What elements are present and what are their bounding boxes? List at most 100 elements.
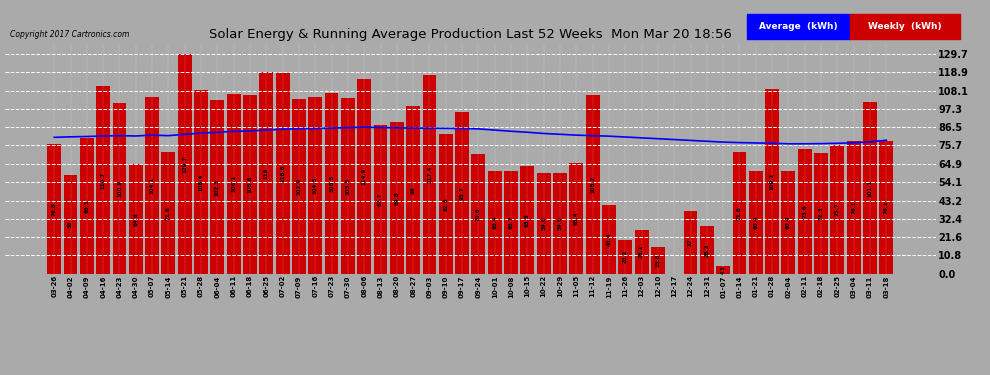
Text: 103.5: 103.5 <box>346 177 350 195</box>
Text: Average  (kWh): Average (kWh) <box>759 22 838 31</box>
Text: 78.1: 78.1 <box>884 201 889 214</box>
Text: 104.1: 104.1 <box>149 177 154 194</box>
Text: 105.6: 105.6 <box>248 176 252 193</box>
Text: 80.3: 80.3 <box>84 199 89 213</box>
Bar <box>113 103 127 274</box>
Text: 64.8: 64.8 <box>134 212 139 226</box>
Text: 71.3: 71.3 <box>819 207 824 220</box>
Text: 129.7: 129.7 <box>182 155 187 172</box>
Bar <box>244 95 257 274</box>
Bar <box>129 164 143 274</box>
Bar <box>781 171 795 274</box>
Text: 65.4: 65.4 <box>574 211 579 225</box>
Text: 58: 58 <box>68 221 73 228</box>
Text: 110.7: 110.7 <box>101 171 106 189</box>
Bar <box>586 96 600 274</box>
Text: Weekly  (kWh): Weekly (kWh) <box>868 22 941 31</box>
Bar <box>178 54 192 274</box>
Text: 59.6: 59.6 <box>557 216 562 230</box>
Bar <box>846 141 860 274</box>
Bar <box>521 166 535 274</box>
Text: 109.2: 109.2 <box>769 172 774 190</box>
Text: 82.6: 82.6 <box>444 197 448 211</box>
Text: 26.1: 26.1 <box>640 245 644 258</box>
Bar <box>194 90 208 274</box>
Bar <box>553 173 567 274</box>
Bar <box>765 89 779 274</box>
Bar <box>814 153 828 274</box>
Text: 59.6: 59.6 <box>542 216 546 230</box>
Text: 71.6: 71.6 <box>737 206 742 220</box>
Bar <box>651 247 665 274</box>
Bar <box>373 125 387 274</box>
Text: 63.5: 63.5 <box>525 213 530 227</box>
Bar <box>292 99 306 274</box>
Text: 89.8: 89.8 <box>394 191 399 204</box>
Text: 60.4: 60.4 <box>492 216 497 229</box>
Bar <box>716 267 730 274</box>
Bar <box>733 152 746 274</box>
Text: 78.1: 78.1 <box>851 201 856 214</box>
Text: 4.3: 4.3 <box>721 266 726 274</box>
Bar <box>161 152 175 274</box>
Bar <box>96 86 110 274</box>
Text: 106.1: 106.1 <box>231 175 237 192</box>
Text: 105.2: 105.2 <box>590 176 595 193</box>
Text: 119: 119 <box>263 167 269 178</box>
Bar <box>488 171 502 274</box>
Bar <box>146 98 159 274</box>
Text: 95.7: 95.7 <box>459 186 464 200</box>
Bar <box>569 163 583 274</box>
Text: 20.2: 20.2 <box>623 250 628 263</box>
Bar <box>259 72 273 274</box>
Text: 99: 99 <box>411 186 416 194</box>
Bar <box>63 176 77 274</box>
Bar <box>357 79 371 274</box>
Bar <box>471 154 485 274</box>
Text: 75.7: 75.7 <box>835 203 840 216</box>
Text: 28.3: 28.3 <box>704 243 710 256</box>
Text: 108.4: 108.4 <box>199 173 204 190</box>
Text: 60.4: 60.4 <box>753 216 758 229</box>
Text: 87.7: 87.7 <box>378 193 383 206</box>
Text: 117.4: 117.4 <box>427 166 432 183</box>
Text: 40.4: 40.4 <box>607 233 612 246</box>
Bar <box>325 93 339 274</box>
Text: 37: 37 <box>688 238 693 246</box>
Bar <box>619 240 633 274</box>
Text: Copyright 2017 Cartronics.com: Copyright 2017 Cartronics.com <box>10 30 130 39</box>
Bar <box>211 100 225 274</box>
Bar <box>747 14 849 39</box>
Title: Solar Energy & Running Average Production Last 52 Weeks  Mon Mar 20 18:56: Solar Energy & Running Average Productio… <box>209 28 732 41</box>
Bar <box>439 134 452 274</box>
Text: 60.4: 60.4 <box>786 216 791 229</box>
Bar <box>602 205 616 274</box>
Text: 73.6: 73.6 <box>802 204 807 218</box>
Text: 118.6: 118.6 <box>280 165 285 182</box>
Bar <box>635 230 648 274</box>
Bar <box>504 171 518 274</box>
Text: 102.3: 102.3 <box>215 178 220 196</box>
Text: 114.9: 114.9 <box>361 168 366 185</box>
Text: 101.1: 101.1 <box>867 180 872 196</box>
Bar <box>879 141 893 274</box>
Bar <box>537 173 550 274</box>
Bar <box>48 144 61 274</box>
Bar <box>683 211 697 274</box>
Bar <box>748 171 762 274</box>
Bar <box>227 94 241 274</box>
Bar <box>863 102 877 274</box>
Bar <box>831 146 844 274</box>
Text: 100.9: 100.9 <box>117 180 122 197</box>
Bar <box>423 75 437 274</box>
Bar <box>308 97 322 274</box>
Text: 71.6: 71.6 <box>166 206 171 220</box>
Text: 104.5: 104.5 <box>313 177 318 194</box>
Bar <box>80 138 94 274</box>
Bar <box>455 112 469 274</box>
Text: 60.7: 60.7 <box>509 216 514 229</box>
Text: 70.6: 70.6 <box>476 207 481 221</box>
Text: 102.9: 102.9 <box>296 178 301 195</box>
Text: 106.5: 106.5 <box>329 175 334 192</box>
Text: 76.8: 76.8 <box>51 202 56 216</box>
